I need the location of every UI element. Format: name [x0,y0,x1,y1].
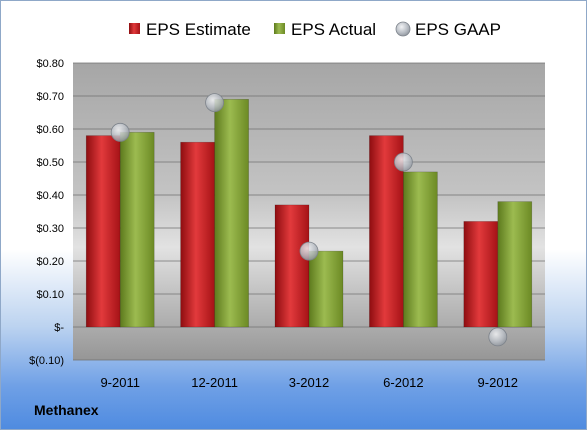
y-tick-label: $0.30 [36,223,64,235]
eps-gaap-marker [299,241,319,261]
x-category-label: 9-2011 [100,375,140,390]
y-tick-label: $0.10 [36,289,64,301]
y-tick-label: $(0.10) [29,355,64,367]
legend-estimate-swatch [129,23,140,34]
legend-gaap-label: EPS GAAP [415,20,501,39]
x-category-label: 6-2012 [383,375,423,390]
eps-actual-bar [497,201,533,328]
eps-gaap-marker [205,93,225,112]
x-category-label: 3-2012 [289,375,329,390]
x-category-label: 12-2011 [191,375,238,390]
legend-estimate-label: EPS Estimate [146,20,251,39]
legend-gaap-marker [395,21,411,37]
eps-estimate-bar [274,204,310,328]
eps-estimate-bar [463,221,499,328]
eps-actual-bar [119,132,155,328]
eps-estimate-bar [85,135,121,328]
eps-gaap-marker [393,152,413,172]
y-tick-label: $0.40 [36,190,64,202]
y-tick-label: $0.70 [36,91,64,103]
eps-gaap-marker [488,327,508,347]
eps-actual-bar [308,250,344,328]
y-tick-label: $0.60 [36,124,64,136]
eps-estimate-bar [180,141,215,328]
x-axis-labels: 9-2011 12-2011 3-2012 6-2012 9-2012 [100,375,518,390]
y-tick-label: $0.20 [36,256,64,268]
legend-actual-swatch [274,23,285,34]
legend: EPS Estimate EPS Actual EPS GAAP [129,20,501,39]
eps-actual-bar [214,99,249,328]
bars [85,99,533,328]
eps-actual-bar [403,171,438,328]
company-name: Methanex [34,402,99,418]
y-tick-label: $0.80 [36,58,64,70]
gaap-markers [110,93,508,347]
legend-actual-label: EPS Actual [291,20,376,39]
y-tick-label: $- [54,322,64,334]
y-tick-label: $0.50 [36,157,64,169]
x-category-label: 9-2012 [478,375,518,390]
eps-gaap-marker [110,122,130,142]
y-axis-ticks: $0.80 $0.70 $0.60 $0.50 $0.40 $0.30 $0.20 $0.10… [29,58,64,367]
